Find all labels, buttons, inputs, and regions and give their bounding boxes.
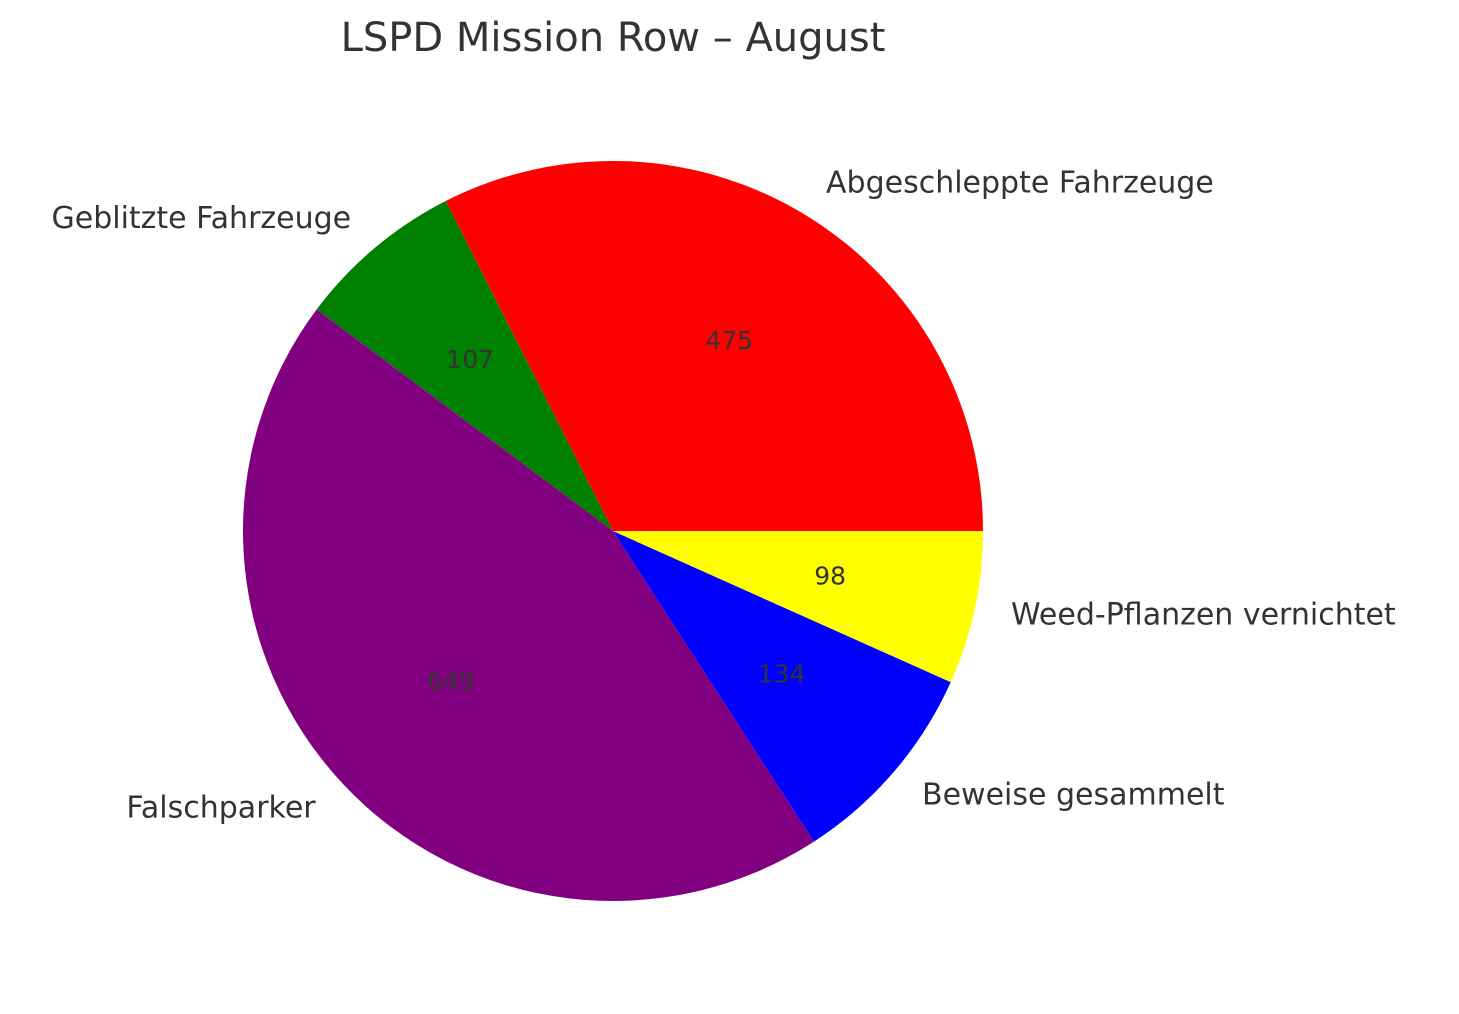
slice-label: Beweise gesammelt	[922, 777, 1225, 812]
slice-label: Weed-Pflanzen vernichtet	[1011, 598, 1396, 633]
slice-label: Abgeschleppte Fahrzeuge	[826, 166, 1214, 201]
value-label: 475	[705, 326, 753, 355]
slice-label: Falschparker	[126, 790, 316, 825]
chart-title: LSPD Mission Row – August	[341, 15, 886, 61]
value-label: 107	[446, 345, 494, 374]
value-label: 649	[427, 667, 475, 696]
pie-slice	[613, 531, 951, 842]
value-label: 134	[758, 659, 806, 688]
pie-slice	[316, 200, 613, 531]
pie-slice	[242, 309, 815, 902]
slice-label: Geblitzte Fahrzeuge	[51, 201, 351, 236]
pie-slice	[445, 161, 983, 531]
pie-slice	[613, 531, 983, 683]
value-label: 98	[814, 561, 846, 590]
